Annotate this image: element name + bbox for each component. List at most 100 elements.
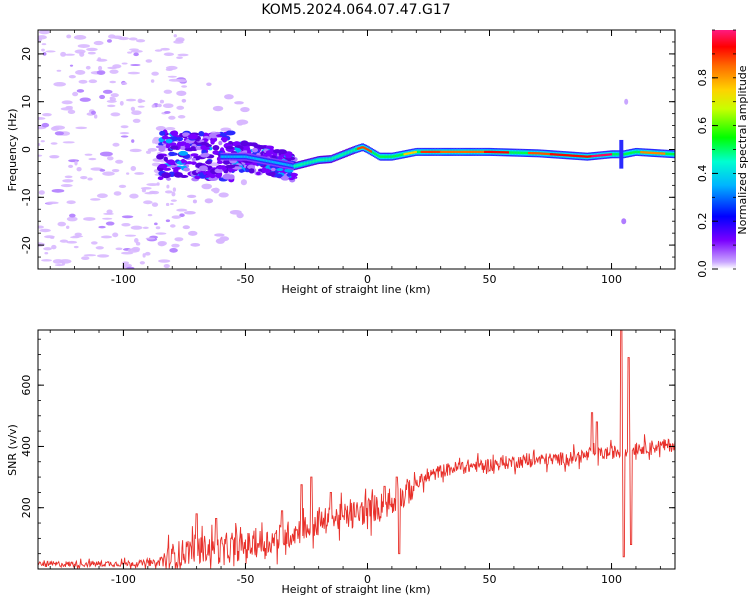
spectral-blob — [155, 145, 166, 149]
noise-blob — [174, 237, 184, 242]
ridge-peak — [370, 150, 372, 153]
spectral-blob — [200, 153, 209, 158]
noise-blob — [75, 70, 86, 75]
noise-blob — [134, 172, 145, 175]
ridge-peak — [488, 150, 491, 153]
noise-blob — [106, 209, 113, 215]
spectral-blob — [163, 156, 168, 162]
ridge-peak — [589, 155, 592, 158]
ridge-core — [382, 155, 385, 158]
ridge-peak — [601, 154, 604, 157]
noise-blob — [224, 94, 234, 100]
noise-blob — [105, 221, 115, 226]
ridge-core — [314, 159, 316, 163]
ridge-core — [665, 152, 668, 155]
ridge-core — [271, 160, 274, 164]
ridge-core — [399, 153, 401, 157]
ridge-peak — [413, 151, 416, 154]
noise-blob — [80, 175, 88, 180]
noise-blob — [145, 237, 156, 240]
ridge-core — [276, 161, 278, 164]
spectral-blob — [167, 159, 176, 166]
ridge-core — [388, 155, 391, 158]
spectral-blob — [214, 168, 223, 174]
ridge-core — [257, 157, 259, 161]
spectral-blob — [210, 139, 215, 145]
spectral-blob — [248, 168, 255, 174]
ridge-core — [295, 164, 297, 168]
noise-blob — [179, 213, 185, 218]
spectral-blob — [247, 164, 256, 170]
ridge-peak — [407, 152, 410, 155]
noise-blob — [163, 52, 175, 57]
noise-blob — [40, 140, 45, 143]
spectral-blob — [225, 165, 236, 169]
noise-blob — [87, 51, 96, 55]
ridge-peak — [583, 155, 586, 158]
ridge-peak — [653, 151, 656, 155]
spectral-blob — [209, 173, 216, 179]
noise-blob — [218, 192, 229, 198]
noise-blob — [121, 222, 131, 227]
noise-blob — [97, 57, 102, 62]
ridge-peak — [507, 151, 510, 154]
spectral-blob — [273, 149, 282, 154]
noise-blob — [97, 65, 103, 71]
ridge-core — [279, 162, 281, 165]
noise-blob — [102, 171, 115, 176]
spectral-blob — [255, 171, 261, 176]
ridge-peak — [467, 150, 470, 153]
ridge-peak — [469, 150, 471, 153]
colorbar: 0.0 0.2 0.4 0.6 0.8 Normalized spectral ampl… — [696, 29, 749, 278]
ridge-core — [292, 164, 294, 168]
ridge-core — [239, 155, 242, 158]
spectral-blob — [208, 176, 219, 181]
noise-blob — [38, 35, 47, 40]
ridge-core — [223, 155, 225, 158]
ridge-peak — [482, 150, 485, 153]
ridge-core — [299, 163, 302, 166]
ridge-core — [242, 155, 245, 158]
noise-blob — [38, 117, 46, 120]
noise-blob — [169, 248, 178, 253]
ridge-core — [526, 151, 529, 155]
colorbar-tick-label: 0.6 — [696, 117, 709, 135]
ridge-core — [303, 162, 306, 165]
ridge-peak — [426, 150, 429, 153]
noise-blob — [112, 142, 120, 147]
ridge-core — [352, 149, 354, 152]
ridge-peak — [647, 151, 650, 154]
ridge-core — [400, 153, 403, 157]
noise-blob — [120, 135, 129, 138]
ridge-core — [522, 151, 524, 155]
noise-blob — [38, 154, 43, 157]
noise-blob — [176, 90, 187, 96]
x-tick-label: 50 — [483, 573, 497, 586]
ridge-peak — [640, 151, 642, 154]
ridge-core — [402, 153, 404, 156]
snr-y-axis-label: SNR (v/v) — [6, 424, 19, 476]
noise-blob — [96, 254, 110, 258]
noise-blob — [64, 175, 73, 179]
spectral-blob — [156, 154, 164, 160]
ridge-core — [416, 150, 419, 154]
noise-blob — [43, 247, 52, 251]
noise-blob — [51, 244, 57, 250]
noise-blob — [164, 190, 173, 194]
ridge-peak — [597, 154, 599, 157]
ridge-core — [265, 159, 268, 162]
ridge-peak — [484, 150, 486, 153]
ridge-peak — [435, 150, 437, 153]
ridge-peak — [432, 150, 434, 153]
noise-blob — [141, 188, 147, 193]
ridge-core — [633, 151, 635, 154]
ridge-peak — [566, 154, 568, 157]
noise-blob — [121, 62, 128, 65]
spectral-blob — [199, 141, 209, 146]
ridge-peak — [454, 150, 457, 153]
ridge-core — [668, 152, 671, 156]
spectral-blob — [191, 157, 197, 162]
ridge-peak — [415, 150, 417, 154]
ridge-peak — [362, 146, 365, 149]
